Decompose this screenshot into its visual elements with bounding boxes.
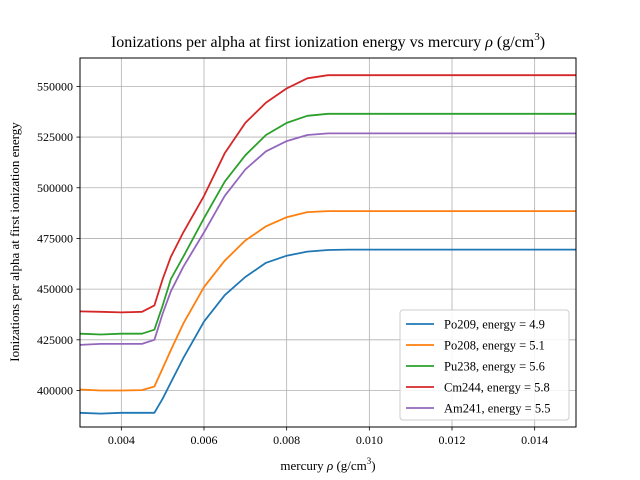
y-tick-label: 500000: [37, 181, 73, 195]
legend-box: [399, 309, 570, 421]
y-axis-ticks: 400000 425000 450000 475000 500000 525000 5500…: [37, 79, 80, 398]
legend-label-5: Am241, energy = 5.5: [444, 402, 550, 416]
series-line-3: [79, 112, 576, 336]
x-tick-label: 0.010: [356, 433, 383, 447]
legend-label-1: Po209, energy = 4.9: [444, 318, 545, 332]
x-axis-ticks: 0.004 0.006 0.008 0.010 0.012 0.014: [108, 427, 548, 447]
y-tick-label: 525000: [37, 130, 73, 144]
series-line-2: [79, 210, 576, 392]
y-tick-label: 425000: [37, 333, 73, 347]
y-tick-label: 450000: [37, 282, 73, 296]
legend-items: Po209, energy = 4.9 Po208, energy = 5.1 Pu…: [406, 318, 550, 416]
x-tick-label: 0.012: [439, 433, 466, 447]
series-line-4: [79, 74, 576, 314]
plot-frame: [79, 57, 577, 428]
x-tick-label: 0.008: [273, 433, 300, 447]
chart-title: Ionizations per alpha at first ionizatio…: [111, 31, 545, 51]
legend-label-3: Pu238, energy = 5.6: [444, 360, 545, 374]
x-tick-label: 0.006: [191, 433, 218, 447]
x-tick-label: 0.004: [108, 433, 135, 447]
x-tick-label: 0.014: [521, 433, 548, 447]
y-tick-label: 475000: [37, 231, 73, 245]
y-axis-label: Ionizations per alpha at first ionizatio…: [7, 122, 22, 362]
y-tick-label: 550000: [37, 79, 73, 93]
series-line-1: [79, 248, 576, 415]
x-axis-label: mercury ρ (g/cm3): [280, 456, 375, 473]
legend-label-2: Po208, energy = 5.1: [444, 339, 545, 353]
legend-label-4: Cm244, energy = 5.8: [444, 381, 550, 395]
series-lines: [79, 74, 576, 415]
legend: Po209, energy = 4.9 Po208, energy = 5.1 Pu…: [399, 309, 570, 421]
series-line-5: [79, 132, 576, 346]
y-tick-label: 400000: [37, 384, 73, 398]
